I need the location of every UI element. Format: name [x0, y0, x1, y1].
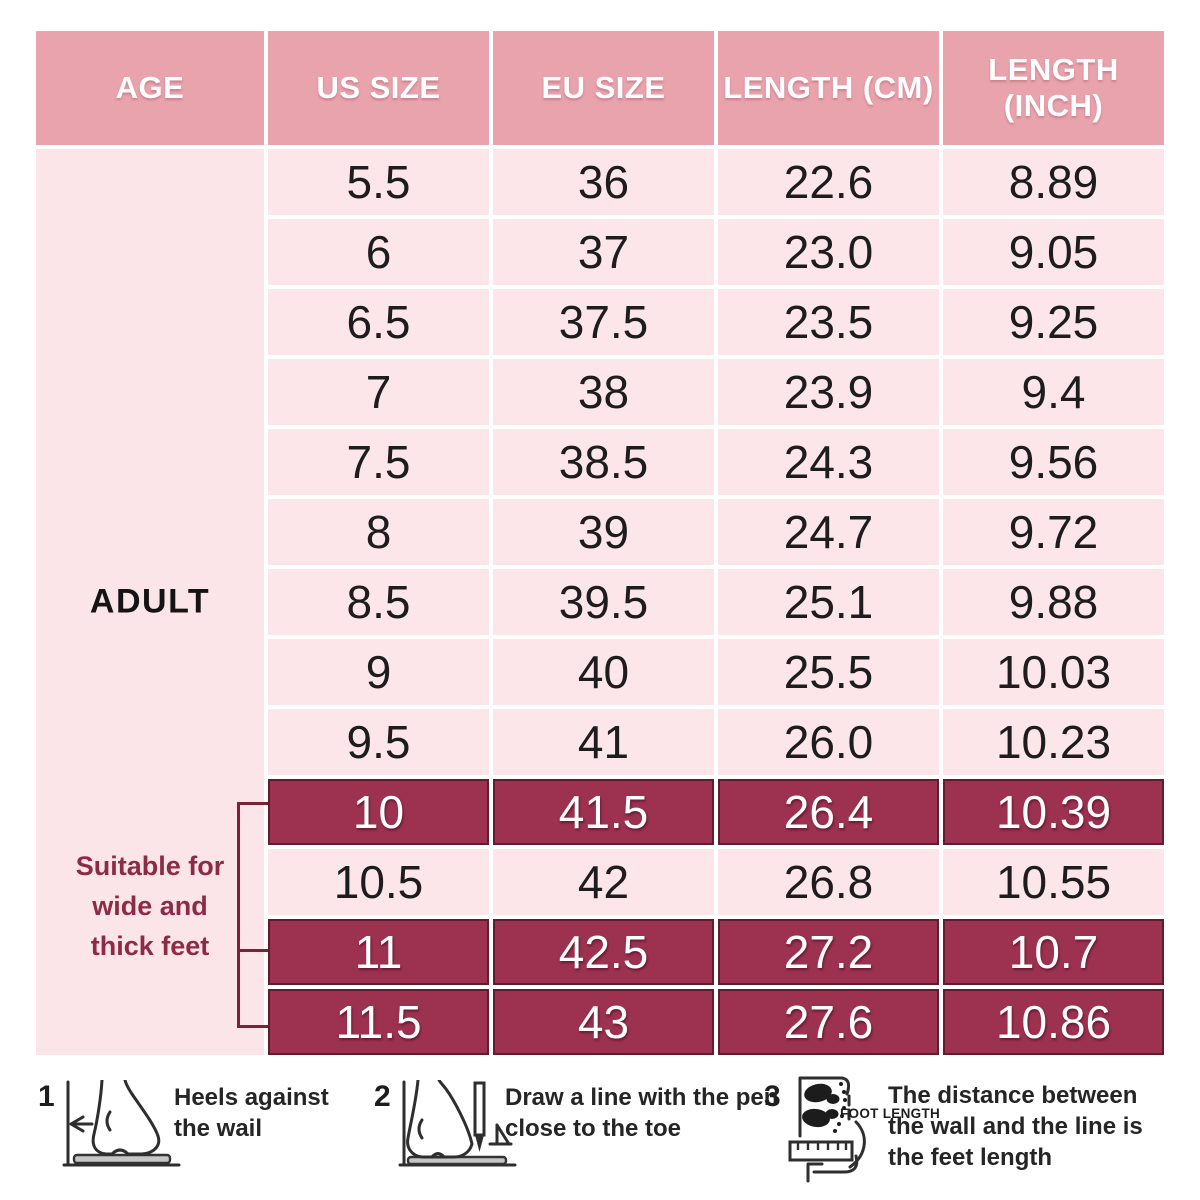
draw-line-pen-icon — [398, 1080, 517, 1167]
table-cell: 22.6 — [718, 149, 939, 215]
instruction-step-1: 1 Heels against the wail — [28, 1072, 358, 1200]
size-table: AGE US SIZE EU SIZE LENGTH (CM) LENGTH (… — [36, 31, 1164, 1055]
table-cell-highlighted: 43 — [493, 989, 714, 1055]
step-text: Draw a line with the pen close to the to… — [505, 1084, 779, 1142]
header-cell-us: US SIZE — [268, 31, 489, 145]
wide-feet-bracket-stub — [237, 802, 268, 805]
table-cell-highlighted: 27.6 — [718, 989, 939, 1055]
table-cell: 36 — [493, 149, 714, 215]
table-cell: 39.5 — [493, 569, 714, 635]
wide-feet-bracket-stub — [237, 1025, 268, 1028]
table-cell: 39 — [493, 499, 714, 565]
table-cell: 9.88 — [943, 569, 1164, 635]
step-text: Heels against the wail — [174, 1084, 329, 1142]
table-cell: 8.5 — [268, 569, 489, 635]
table-cell: 10.55 — [943, 849, 1164, 915]
table-cell: 10.23 — [943, 709, 1164, 775]
table-cell: 37 — [493, 219, 714, 285]
table-cell: 23.9 — [718, 359, 939, 425]
table-cell: 38 — [493, 359, 714, 425]
table-cell: 7.5 — [268, 429, 489, 495]
header-cell-cm: LENGTH (CM) — [718, 31, 939, 145]
table-cell: 38.5 — [493, 429, 714, 495]
table-cell: 6 — [268, 219, 489, 285]
wide-feet-bracket-line — [237, 802, 240, 1028]
step-number: 3 — [764, 1080, 781, 1113]
table-cell: 9.56 — [943, 429, 1164, 495]
foot-length-ruler-icon — [788, 1076, 866, 1183]
table-cell: 9.5 — [268, 709, 489, 775]
wide-feet-bracket-stub — [237, 949, 268, 952]
table-cell: 26.8 — [718, 849, 939, 915]
header-cell-age: AGE — [36, 31, 264, 145]
table-cell: 23.5 — [718, 289, 939, 355]
table-cell: 8.89 — [943, 149, 1164, 215]
table-cell-highlighted: 41.5 — [493, 779, 714, 845]
table-cell: 24.7 — [718, 499, 939, 565]
instruction-step-3: 3 FOOT LENGTH The distance between the w… — [756, 1068, 1196, 1196]
heel-against-wall-icon — [62, 1080, 181, 1167]
age-column-cell: ADULT Suitable for wide and thick feet — [36, 149, 264, 1055]
table-cell: 9 — [268, 639, 489, 705]
table-cell: 23.0 — [718, 219, 939, 285]
table-cell: 7 — [268, 359, 489, 425]
table-cell: 41 — [493, 709, 714, 775]
table-cell: 26.0 — [718, 709, 939, 775]
table-cell: 25.5 — [718, 639, 939, 705]
age-group-label: ADULT — [89, 582, 211, 621]
table-cell: 10.5 — [268, 849, 489, 915]
table-cell: 24.3 — [718, 429, 939, 495]
table-cell: 6.5 — [268, 289, 489, 355]
header-cell-inch: LENGTH (INCH) — [943, 31, 1164, 145]
wide-feet-note: Suitable for wide and thick feet — [75, 851, 225, 961]
step-text: The distance between the wall and the li… — [888, 1082, 1143, 1171]
table-cell: 9.25 — [943, 289, 1164, 355]
foot-length-label: FOOT LENGTH — [840, 1106, 941, 1121]
table-cell-highlighted: 26.4 — [718, 779, 939, 845]
table-cell-highlighted: 11.5 — [268, 989, 489, 1055]
table-cell-highlighted: 10.39 — [943, 779, 1164, 845]
table-cell: 8 — [268, 499, 489, 565]
table-cell: 9.05 — [943, 219, 1164, 285]
header-cell-eu: EU SIZE — [493, 31, 714, 145]
table-cell: 40 — [493, 639, 714, 705]
table-cell-highlighted: 27.2 — [718, 919, 939, 985]
table-cell: 25.1 — [718, 569, 939, 635]
table-cell-highlighted: 42.5 — [493, 919, 714, 985]
table-cell: 9.72 — [943, 499, 1164, 565]
table-cell-highlighted: 10 — [268, 779, 489, 845]
table-cell: 42 — [493, 849, 714, 915]
instruction-step-2: 2 Draw a line with the pen close to the … — [362, 1072, 778, 1200]
table-cell-highlighted: 11 — [268, 919, 489, 985]
table-cell-highlighted: 10.86 — [943, 989, 1164, 1055]
table-cell: 37.5 — [493, 289, 714, 355]
table-cell: 9.4 — [943, 359, 1164, 425]
table-cell: 10.03 — [943, 639, 1164, 705]
table-cell-highlighted: 10.7 — [943, 919, 1164, 985]
table-cell: 5.5 — [268, 149, 489, 215]
step-number: 2 — [374, 1080, 391, 1113]
step-number: 1 — [38, 1080, 55, 1113]
